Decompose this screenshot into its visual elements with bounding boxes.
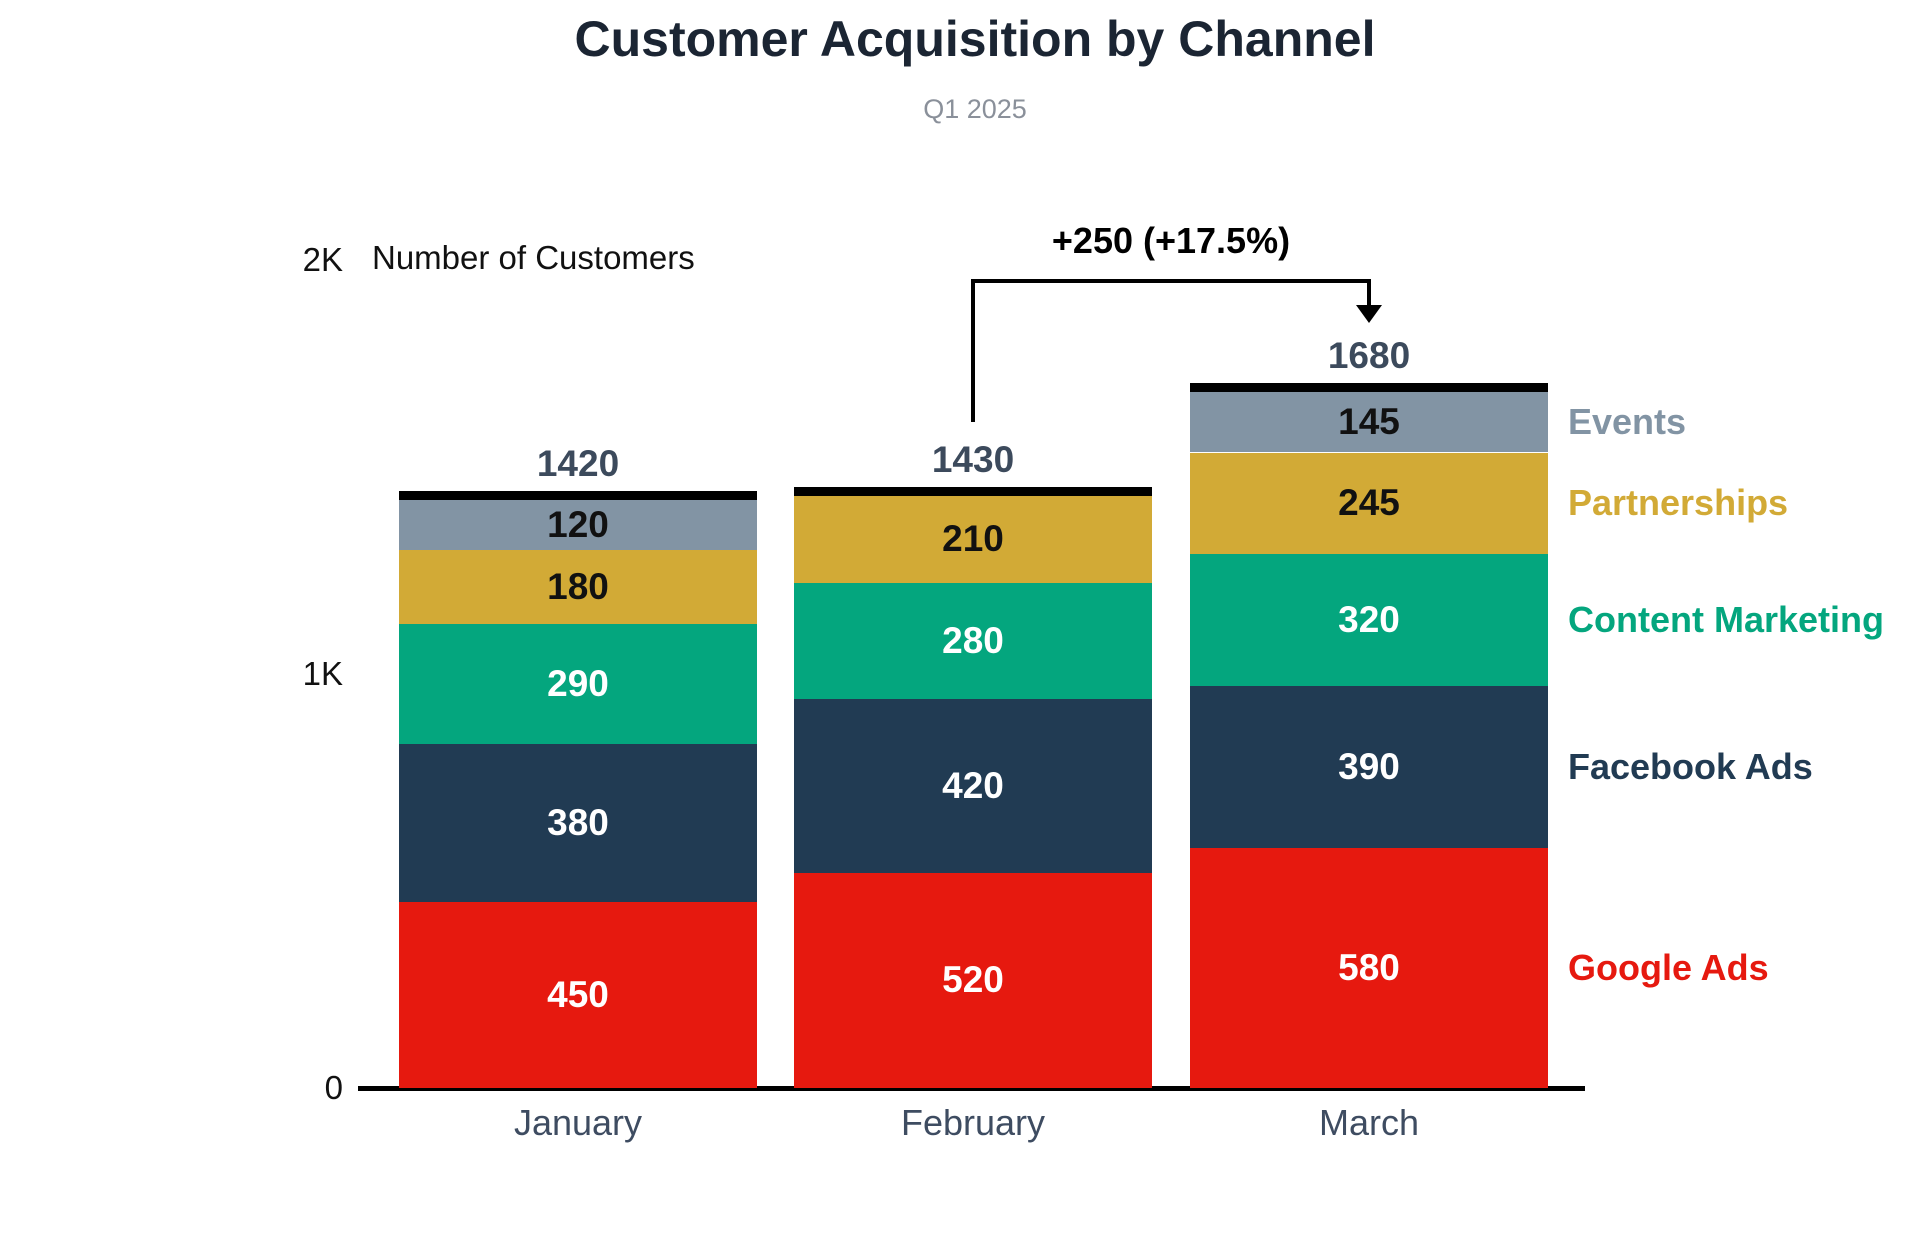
segment-value-label: 450 [547,973,609,1015]
legend-label-content-marketing: Content Marketing [1568,599,1885,641]
x-axis-line [358,1086,1585,1091]
segment-value-label: 320 [1338,599,1400,641]
segment-value-label: 210 [942,518,1004,560]
bar-segment-march-events: 145 [1190,392,1548,453]
bar-segment-january-facebook-ads: 380 [399,744,757,902]
bar-segment-january-events: 120 [399,500,757,550]
bar-total-cap-january [399,491,757,501]
annotation-arrow-horizontal-line [971,279,1371,283]
chart-subtitle: Q1 2025 [923,94,1027,124]
legend-label-facebook-ads: Facebook Ads [1568,746,1813,788]
bar-total-cap-march [1190,383,1548,393]
segment-value-label: 380 [547,802,609,844]
bar-segment-march-partnerships: 245 [1190,452,1548,554]
bar-segment-january-content-marketing: 290 [399,624,757,745]
y-tick-label-1k: 1K [302,655,343,692]
y-tick-label-2k: 2K [302,241,343,278]
segment-value-label: 120 [547,503,609,545]
annotation-arrowhead-icon [1356,305,1382,323]
segment-value-label: 520 [942,959,1004,1001]
bar-total-label-march: 1680 [1327,335,1411,377]
bar-segment-january-google-ads: 450 [399,901,757,1088]
bar-total-cap-february [794,486,1152,496]
bar-segment-march-facebook-ads: 390 [1190,686,1548,848]
segment-value-label: 145 [1338,401,1400,443]
bar-segment-january-partnerships: 180 [399,549,757,625]
bar-segment-february-partnerships: 210 [794,495,1152,583]
x-tick-label-february: February [900,1102,1046,1143]
segment-value-label: 390 [1338,746,1400,788]
legend-label-events: Events [1568,401,1687,443]
segment-value-label: 245 [1338,482,1400,524]
segment-value-label: 420 [942,764,1004,806]
x-tick-label-january: January [513,1102,643,1143]
segment-value-label: 280 [942,619,1004,661]
bar-segment-february-content-marketing: 280 [794,582,1152,699]
bar-segment-february-facebook-ads: 420 [794,698,1152,873]
legend-label-partnerships: Partnerships [1568,482,1789,524]
bar-total-label-february: 1430 [931,438,1015,480]
y-tick-label-0: 0 [324,1069,343,1106]
bar-total-label-january: 1420 [536,443,620,485]
y-axis-title: Number of Customers [372,239,695,276]
segment-value-label: 580 [1338,946,1400,988]
bar-segment-march-content-marketing: 320 [1190,553,1548,687]
annotation-text: +250 (+17.5%) [1051,220,1291,261]
x-tick-label-march: March [1318,1102,1420,1143]
chart-title: Customer Acquisition by Channel [574,11,1376,67]
annotation-arrow-right-line [1367,279,1371,306]
bar-segment-march-google-ads: 580 [1190,847,1548,1088]
legend-label-google-ads: Google Ads [1568,946,1769,988]
segment-value-label: 180 [547,566,609,608]
bar-segment-february-google-ads: 520 [794,872,1152,1088]
segment-value-label: 290 [547,663,609,705]
annotation-arrow-left-line [971,279,975,422]
